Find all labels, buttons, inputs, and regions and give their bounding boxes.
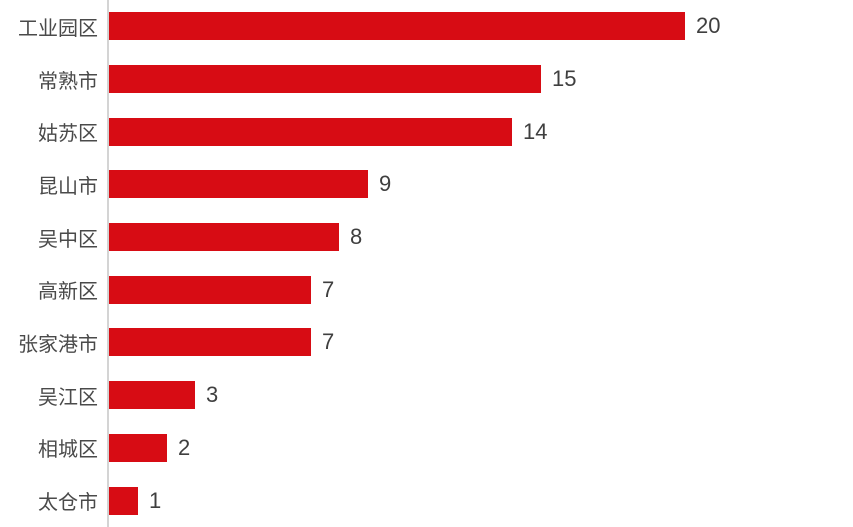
value-label: 9 [379, 171, 392, 197]
value-label: 15 [552, 66, 577, 92]
bar [109, 223, 339, 252]
category-label: 常熟市 [38, 70, 98, 93]
category-label: 姑苏区 [38, 123, 98, 146]
bar [109, 486, 138, 515]
bar-row: 姑苏区 14 [0, 117, 853, 146]
bar-row: 吴江区 3 [0, 381, 853, 410]
category-label: 工业园区 [18, 17, 98, 40]
bar-row: 常熟市 15 [0, 65, 853, 94]
bar [109, 65, 541, 94]
bar [109, 328, 311, 357]
value-label: 8 [350, 224, 363, 250]
value-label: 7 [322, 276, 335, 302]
value-label: 14 [523, 118, 548, 144]
category-label: 吴江区 [38, 386, 98, 409]
value-label: 3 [206, 382, 219, 408]
bar [109, 433, 167, 462]
bar [109, 12, 685, 41]
value-label: 20 [696, 13, 721, 39]
category-label: 昆山市 [38, 175, 98, 198]
value-label: 1 [149, 487, 162, 513]
bar-row: 昆山市 9 [0, 170, 853, 199]
category-label: 张家港市 [18, 333, 98, 356]
y-axis-line [107, 0, 109, 527]
value-label: 2 [178, 434, 191, 460]
category-label: 高新区 [38, 281, 98, 304]
bar-row: 工业园区 20 [0, 12, 853, 41]
bar-row: 吴中区 8 [0, 223, 853, 252]
bar [109, 117, 512, 146]
bar [109, 275, 311, 304]
value-label: 7 [322, 329, 335, 355]
bar-row: 高新区 7 [0, 275, 853, 304]
bar-row: 张家港市 7 [0, 328, 853, 357]
category-label: 相城区 [38, 439, 98, 462]
bar-row: 相城区 2 [0, 433, 853, 462]
category-label: 吴中区 [38, 228, 98, 251]
bar [109, 381, 195, 410]
bar [109, 170, 368, 199]
bar-row: 太仓市 1 [0, 486, 853, 515]
category-label: 太仓市 [38, 492, 98, 515]
